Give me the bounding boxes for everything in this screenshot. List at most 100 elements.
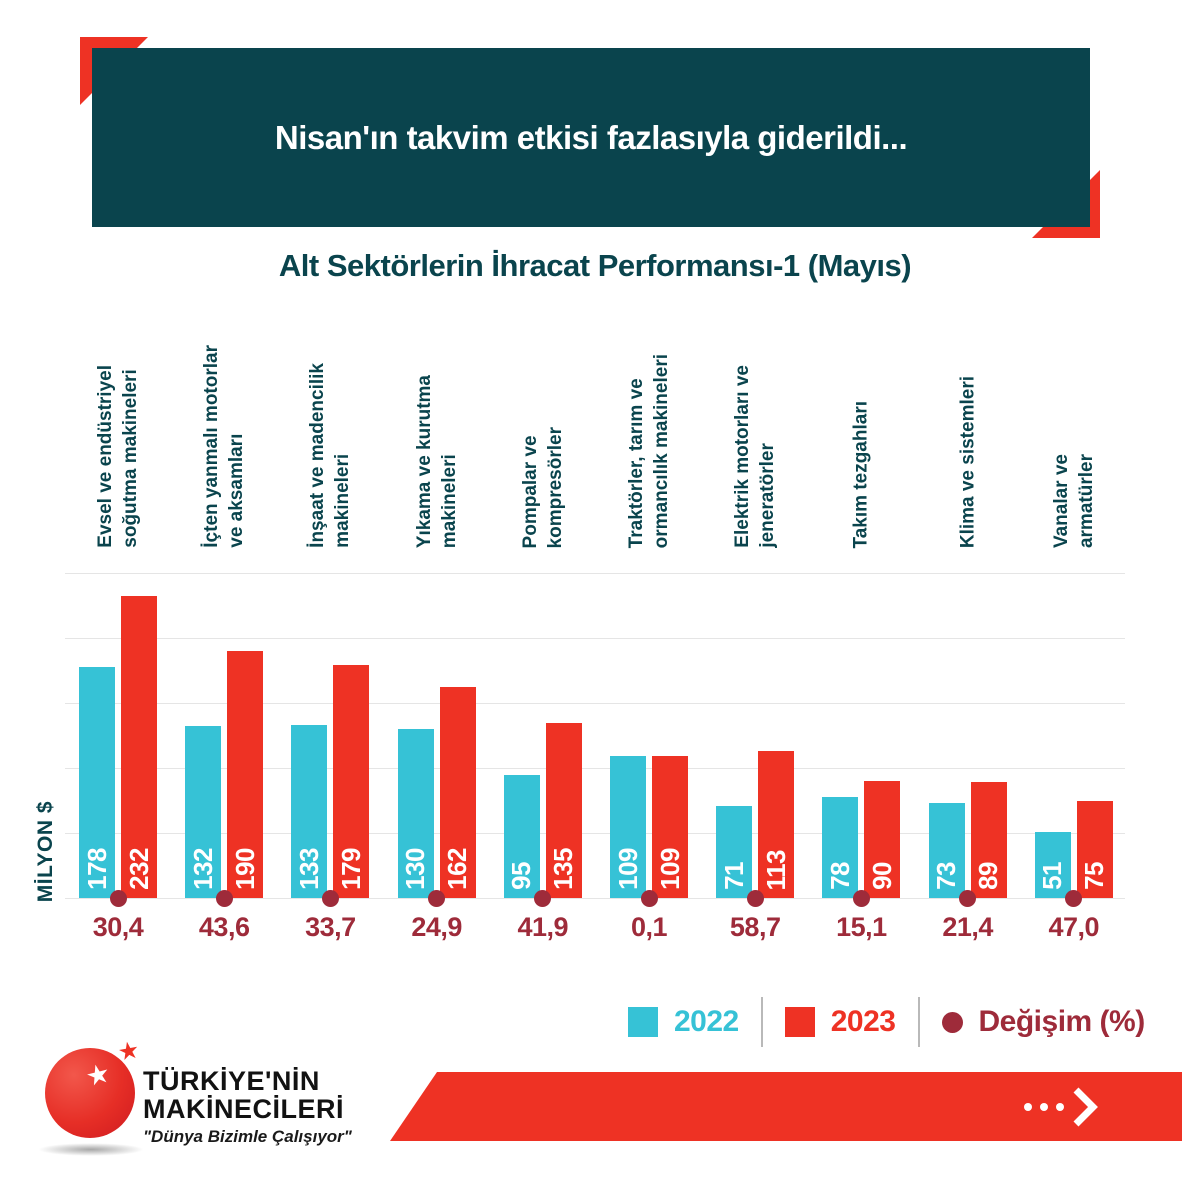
ribbon-dot-icon [1056, 1102, 1064, 1111]
chart-title: Alt Sektörlerin İhracat Performansı-1 (M… [278, 248, 912, 283]
arrow-right-icon[interactable] [1024, 1072, 1098, 1141]
bar-2022: 132 [185, 726, 222, 898]
category-label-text: Vanalar ve armatürler [1050, 453, 1097, 548]
category-label: Traktörler, tarım ve ormancılık makinele… [624, 354, 674, 548]
bar-value-wrap: 75 [1077, 862, 1113, 890]
bar-value-wrap: 95 [504, 862, 540, 890]
bar-2022: 109 [610, 756, 646, 898]
gridline [65, 768, 1125, 769]
bar-value-label: 133 [293, 848, 324, 890]
bar-value-wrap: 162 [440, 848, 476, 890]
gridline [65, 703, 1125, 704]
legend-divider [917, 997, 920, 1047]
bar-value-label: 190 [229, 848, 260, 890]
gridline [65, 898, 1125, 899]
ribbon-dot-icon [1040, 1102, 1048, 1111]
bar-2022: 130 [397, 729, 434, 898]
gridline [65, 833, 1125, 834]
bar-value-label: 135 [548, 848, 579, 890]
footer-ribbon [390, 1072, 1182, 1141]
category-label: İnşaat ve madencilik makineleri [305, 363, 355, 548]
header-banner: Nisan'ın takvim etkisi fazlasıyla gideri… [92, 48, 1090, 227]
brand-text: TÜRKİYE'NİN MAKİNECİLERİ "Dünya Bizimle … [143, 1066, 352, 1147]
brand-line-2: MAKİNECİLERİ [143, 1093, 344, 1124]
bar-value-wrap: 179 [333, 848, 369, 890]
bar-value-wrap: 90 [864, 862, 900, 890]
brand-line-1: TÜRKİYE'NİN [143, 1066, 320, 1096]
bar-2023: 179 [333, 665, 370, 898]
category-label: Elektrik motorları ve jeneratörler [730, 365, 780, 548]
bar-value-wrap: 133 [291, 848, 327, 890]
category-label: Pompalar ve kompresörler [518, 427, 568, 548]
logo-shadow [38, 1143, 144, 1156]
change-dot-icon [215, 889, 233, 907]
bar-2022: 95 [503, 774, 540, 898]
change-dot-icon [746, 889, 764, 907]
category-label: Klima ve sistemleri [955, 376, 980, 548]
bar-value-label: 75 [1079, 862, 1110, 890]
chart-legend: 2022 2023 Değişim (%) [628, 997, 1145, 1047]
bar-value-label: 73 [931, 862, 962, 890]
bar-2022: 78 [822, 796, 859, 898]
change-dot-icon [1065, 889, 1083, 907]
bar-value-wrap: 89 [971, 862, 1007, 890]
bar-value-label: 51 [1037, 862, 1068, 890]
bar-value-wrap: 78 [822, 862, 858, 890]
category-label-text: Elektrik motorları ve jeneratörler [732, 365, 779, 548]
change-value: 21,4 [942, 912, 993, 942]
gridline [65, 573, 1125, 574]
bar-2023: 109 [652, 756, 688, 898]
category-label-text: İnşaat ve madencilik makineleri [307, 363, 354, 548]
bar-value-wrap: 113 [758, 850, 794, 890]
bar-2023: 135 [545, 722, 582, 898]
bar-value-wrap: 135 [546, 848, 582, 890]
change-dot-icon [852, 889, 870, 907]
bar-value-label: 95 [506, 862, 537, 890]
category-label-text: Klima ve sistemleri [957, 375, 979, 548]
bar-2023: 113 [758, 751, 795, 898]
change-value: 43,6 [198, 912, 250, 942]
category-label: Vanalar ve armatürler [1049, 454, 1099, 548]
change-value: 24,9 [411, 912, 462, 942]
change-dot-icon [640, 889, 658, 907]
y-axis-label: MİLYON $ [34, 800, 57, 902]
bar-value-wrap: 109 [610, 848, 646, 890]
legend-divider [760, 997, 763, 1047]
change-dot-icon [428, 889, 446, 907]
bar-value-label: 78 [824, 862, 855, 890]
bar-value-wrap: 232 [121, 848, 157, 890]
legend-swatch-2022-icon [628, 1007, 658, 1037]
legend-change-dot-icon [941, 1011, 963, 1033]
bar-value-label: 178 [81, 848, 112, 890]
category-label-text: Evsel ve endüstriyel soğutma makineleri [94, 365, 141, 548]
bar-value-label: 130 [400, 848, 431, 890]
ribbon-dot-icon [1024, 1102, 1032, 1111]
bar-value-wrap: 132 [185, 848, 221, 890]
bar-value-label: 232 [123, 848, 154, 890]
bar-value-label: 109 [654, 848, 685, 890]
bar-2023: 190 [227, 651, 264, 898]
bar-value-wrap: 51 [1035, 862, 1071, 890]
category-label-text: Pompalar ve kompresörler [519, 426, 566, 548]
legend-label-2023: 2023 [830, 1005, 896, 1038]
bar-value-label: 89 [973, 862, 1004, 890]
bar-2023: 90 [864, 781, 901, 898]
bar-value-wrap: 71 [716, 862, 752, 890]
change-dot-icon [959, 889, 977, 907]
legend-swatch-2023-icon [784, 1007, 815, 1037]
bar-2022: 178 [79, 666, 115, 898]
change-value: 15,1 [836, 912, 887, 942]
change-dot-icon [321, 889, 339, 907]
bar-value-wrap: 73 [929, 862, 965, 890]
bar-2022: 133 [291, 725, 328, 898]
bar-2022: 51 [1034, 831, 1071, 898]
globe-logo-icon [45, 1048, 135, 1138]
bar-value-label: 90 [866, 862, 897, 890]
gridline [65, 638, 1125, 639]
bar-value-label: 179 [335, 848, 366, 890]
bar-2022: 73 [928, 803, 965, 898]
legend-label-2022: 2022 [674, 1005, 739, 1038]
bar-value-label: 132 [187, 848, 218, 890]
